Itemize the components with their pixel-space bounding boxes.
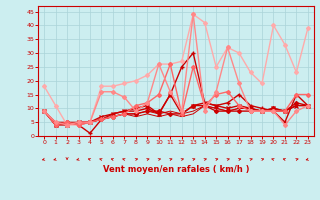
X-axis label: Vent moyen/en rafales ( km/h ): Vent moyen/en rafales ( km/h )	[103, 165, 249, 174]
